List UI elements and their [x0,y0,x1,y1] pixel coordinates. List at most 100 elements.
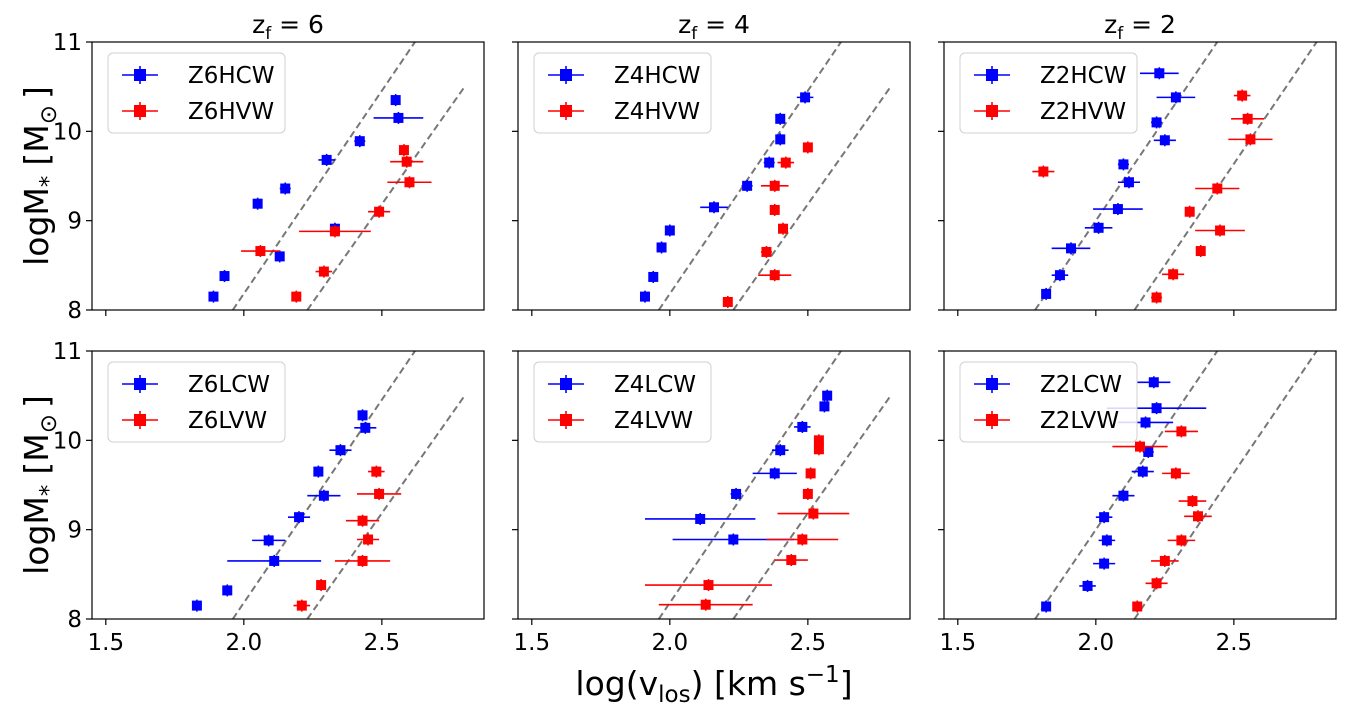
legend-label-Z6HCW: Z6HCW [188,63,275,89]
data-point-Z6LVW-5 [363,534,374,545]
data-point-Z6HCW-2 [219,271,230,282]
y-tick-label-10: 10 [53,119,82,145]
series-Z6HCW [208,94,424,303]
data-point-Z6HCW-6 [321,154,332,165]
series-Z6HVW [241,144,432,303]
data-point-Z4LVW-8 [813,444,824,455]
data-point-Z6HVW-5 [374,206,385,217]
guide-line-1 [657,351,842,619]
data-point-Z6HVW-7 [401,156,412,167]
data-point-Z4LVW-7 [808,508,819,519]
data-point-Z6HCW-3 [252,198,263,209]
data-point-Z2HVW-5 [1195,246,1206,257]
data-point-Z4HVW-5 [769,180,780,191]
legend-marker-Z2HVW [986,105,998,117]
data-point-Z4LCW-5 [775,445,786,456]
data-point-Z2HVW-7 [1215,225,1226,236]
data-point-Z2HVW-2 [1151,292,1162,303]
data-point-Z6LVW-3 [357,555,368,566]
panel-5: 1.5 2.0 2.5 Z4LCW Z4LVW [512,350,911,656]
legend-box [959,52,1138,134]
panel-6: 1.5 2.0 2.5 Z2LCW Z2LVW [938,350,1337,656]
data-point-Z6HVW-3 [318,266,329,277]
data-point-Z2LCW-4 [1101,535,1112,546]
legend: Z2LCW Z2LVW [959,361,1138,443]
data-point-Z6LCW-5 [294,512,305,523]
axes-frame [91,41,485,311]
data-point-Z4HCW-6 [742,180,753,191]
legend: Z4HCW Z4HVW [533,52,712,134]
data-point-Z6HVW-2 [291,291,302,302]
legend-marker-Z4LVW [560,414,572,426]
data-point-Z6HVW-6 [398,145,409,156]
data-point-Z2HCW-7 [1123,177,1134,188]
data-point-Z2LCW-8 [1143,446,1154,457]
legend-box [959,361,1138,443]
panel-3: Z2HCW Z2HVW [938,41,1337,316]
data-point-Z4HCW-8 [775,134,786,145]
legend-marker-Z4LCW [560,378,572,390]
axes-frame [943,350,1337,620]
data-point-Z6HVW-8 [404,177,415,188]
legend-label-Z4HVW: Z4HVW [614,99,700,125]
legend: Z4LCW Z4LVW [533,361,712,443]
x-tick-label-1.5: 1.5 [514,630,551,656]
legend-marker-Z6LCW [134,378,146,390]
legend-marker-Z4HVW [560,105,572,117]
data-point-Z6LVW-1 [296,600,307,611]
data-point-Z4LVW-9 [813,435,824,446]
data-point-Z2LVW-4 [1176,535,1187,546]
data-point-Z2HVW-6 [1212,183,1223,194]
data-point-Z2LVW-9 [1135,441,1145,452]
legend: Z6LCW Z6LVW [107,361,286,443]
series-Z4HVW [722,141,813,308]
series-Z4HCW [639,91,814,303]
legend-label-Z4LVW: Z4LVW [614,408,693,434]
data-point-Z6HVW-4 [329,226,340,237]
series-Z6LVW [293,465,402,612]
data-point-Z4LCW-4 [769,468,780,479]
data-point-Z2LCW-10 [1148,377,1159,388]
data-point-Z2LCW-2 [1082,580,1093,591]
plot-area [208,42,466,310]
data-point-Z4LVW-2 [703,580,714,591]
data-point-Z2HCW-2 [1054,270,1065,281]
data-point-Z2LVW-2 [1151,578,1162,589]
data-point-Z4LVW-6 [805,468,816,479]
x-tick-label-2.0: 2.0 [1078,630,1115,656]
legend-label-Z2HCW: Z2HCW [1040,63,1127,89]
data-point-Z4HCW-9 [775,113,786,124]
series-Z2HCW [1041,67,1196,300]
guide-line-1 [1034,351,1219,619]
data-point-Z6LCW-3 [263,535,274,546]
x-tick-label-1.5: 1.5 [88,630,125,656]
legend-box [533,52,712,134]
x-tick-label-2.5: 2.5 [364,630,401,656]
guide-line-2 [1133,42,1318,310]
y-tick-label-8: 8 [67,298,82,324]
y-tick-label-8: 8 [67,607,82,633]
data-point-Z6HVW-1 [255,246,266,257]
data-point-Z4LVW-1 [700,599,711,610]
data-point-Z6LCW-4 [269,555,280,566]
data-point-Z2HCW-6 [1118,159,1129,170]
y-tick-label-9: 9 [67,209,82,235]
data-point-Z4HVW-4 [769,204,780,215]
legend-label-Z6LVW: Z6LVW [188,408,267,434]
guide-line-2 [1133,351,1318,619]
legend-box [533,361,712,443]
legend-box [107,361,286,443]
x-tick-label-2.5: 2.5 [1216,630,1253,656]
data-point-Z2LVW-7 [1170,468,1181,479]
series-Z2HVW [1032,89,1273,304]
legend-marker-Z6HVW [134,105,146,117]
y-tick-label-10: 10 [53,428,82,454]
data-point-Z2HVW-4 [1184,206,1195,217]
data-point-Z4HCW-1 [639,291,650,302]
data-point-Z2HCW-1 [1041,288,1052,299]
axes-frame [943,41,1337,311]
data-point-Z2HCW-9 [1154,68,1165,79]
guide-line-2 [306,395,466,619]
series-Z6LCW [191,409,377,612]
data-point-Z2LVW-3 [1159,555,1170,566]
